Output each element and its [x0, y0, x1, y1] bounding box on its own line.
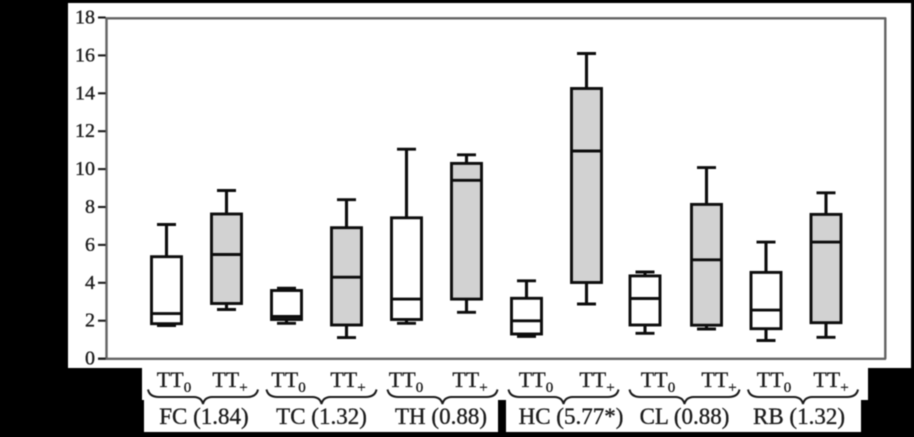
svg-text:TC (1.32): TC (1.32) [276, 404, 367, 429]
svg-text:CL (0.88): CL (0.88) [640, 404, 730, 429]
svg-text:TT0: TT0 [389, 367, 423, 396]
svg-text:RB (1.32): RB (1.32) [753, 404, 845, 429]
svg-text:4: 4 [85, 272, 95, 294]
svg-text:TH (0.88): TH (0.88) [395, 404, 487, 429]
svg-text:12: 12 [75, 120, 95, 142]
svg-text:HC (5.77*): HC (5.77*) [519, 404, 624, 429]
svg-text:2: 2 [85, 310, 95, 332]
svg-text:FC (1.84): FC (1.84) [159, 404, 248, 429]
svg-text:14: 14 [75, 82, 95, 104]
svg-text:16: 16 [75, 44, 95, 66]
svg-text:6: 6 [85, 234, 95, 256]
svg-text:0: 0 [85, 348, 95, 370]
svg-text:8: 8 [85, 196, 95, 218]
svg-text:10: 10 [75, 158, 95, 180]
svg-text:TT+: TT+ [701, 367, 736, 396]
svg-text:18: 18 [75, 7, 95, 29]
